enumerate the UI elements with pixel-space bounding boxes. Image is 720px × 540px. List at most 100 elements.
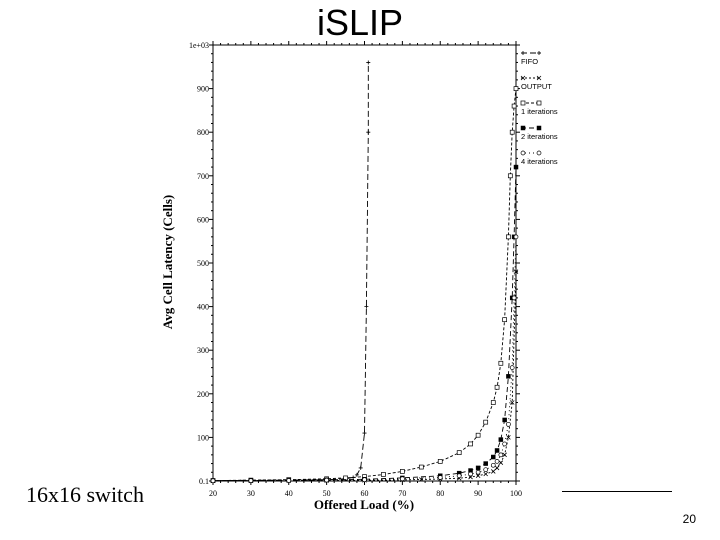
legend-label: 1 iterations [521,107,558,116]
data-point [366,130,371,135]
data-point [502,417,507,423]
caption: 16x16 switch [26,482,144,507]
data-point [506,421,511,427]
data-point [210,478,216,484]
data-point [511,103,517,109]
x-tick-label: 40 [285,489,293,498]
y-tick-label: 1e+03 [189,41,209,50]
data-point [513,86,519,91]
data-point [498,452,504,458]
page-number: 20 [682,512,696,526]
data-point [364,304,369,309]
legend-label: FIFO [521,57,538,66]
legend-item: 4 iterations [520,150,558,166]
y-tick-label: 800 [197,128,209,137]
legend-marker [536,100,542,106]
data-point [381,472,386,477]
data-point [511,295,517,301]
legend-marker [536,75,542,81]
y-tick-label: 900 [197,85,209,94]
data-point [475,469,481,475]
legend-marker [536,125,542,131]
x-axis-ticks: 20 30 40 50 60 70 80 90 100 [209,41,522,498]
data-point [490,469,496,474]
legend-label: 2 iterations [521,132,558,141]
legend-marker [520,150,526,156]
data-point [468,471,473,477]
series-layer [210,60,519,484]
data-point [358,465,363,470]
x-axis-title: Offered Load (%) [314,497,414,512]
data-point [502,317,507,323]
legend-item: FIFO [521,51,541,66]
legend-marker [537,51,541,55]
data-point [498,437,504,442]
x-tick-label: 60 [361,489,369,498]
data-point [354,472,359,477]
data-point [437,459,443,464]
y-tick-label: 200 [197,390,209,399]
slide-title: iSLIP [316,2,404,43]
data-point [494,459,500,464]
data-point [513,234,519,240]
data-point [490,462,496,468]
legend-marker [536,150,542,156]
legend-marker [521,51,525,55]
plot-frame [212,44,517,482]
data-point [483,461,488,466]
data-point [483,471,488,477]
legend-marker [520,75,526,81]
y-axis-ticks: 0.1 100 200 300 400 500 600 700 800 900 1e+03 [189,41,520,486]
legend-label: OUTPUT [521,82,552,91]
x-tick-label: 20 [209,489,217,498]
data-point [491,454,496,460]
legend: FIFO OUTPUT 1 iterations 2 iterations 4 iter… [520,51,558,166]
legend-item: 1 iterations [520,100,558,116]
data-point [248,478,254,484]
data-point [456,473,462,479]
y-tick-label: 300 [197,346,209,355]
legend-marker [520,100,526,106]
x-tick-label: 70 [398,489,406,498]
series-line [212,88,517,482]
data-point [494,465,500,471]
y-tick-label: 700 [197,172,209,181]
data-point [509,365,515,370]
x-tick-label: 50 [323,489,331,498]
data-point [400,469,405,474]
data-point [513,164,519,170]
legend-item: OUTPUT [520,75,552,91]
data-point [506,234,511,240]
series-4 [210,234,519,484]
data-point [498,360,504,366]
series-line [212,62,369,482]
data-point [509,129,515,135]
data-point [324,477,329,483]
data-point [502,452,507,458]
data-point [468,441,473,447]
x-tick-label: 100 [510,489,522,498]
data-point [509,400,515,405]
series-0 [211,60,371,483]
x-tick-label: 30 [247,489,255,498]
data-point [419,477,424,482]
data-point [400,476,405,482]
legend-label: 4 iterations [521,157,558,166]
data-point [456,450,462,456]
series-2 [210,86,519,483]
series-line [213,271,517,482]
data-point [494,448,500,453]
data-point [475,473,481,479]
legend-item: 2 iterations [520,125,558,141]
x-tick-label: 80 [436,489,444,498]
data-point [502,441,507,447]
legend-marker [520,125,526,131]
data-point [437,475,443,480]
data-point [506,374,511,379]
y-tick-label: 400 [197,303,209,312]
data-point [483,419,489,425]
footer-rule [562,491,672,492]
data-point [366,60,371,65]
series-1 [210,269,519,484]
data-point [490,400,496,405]
